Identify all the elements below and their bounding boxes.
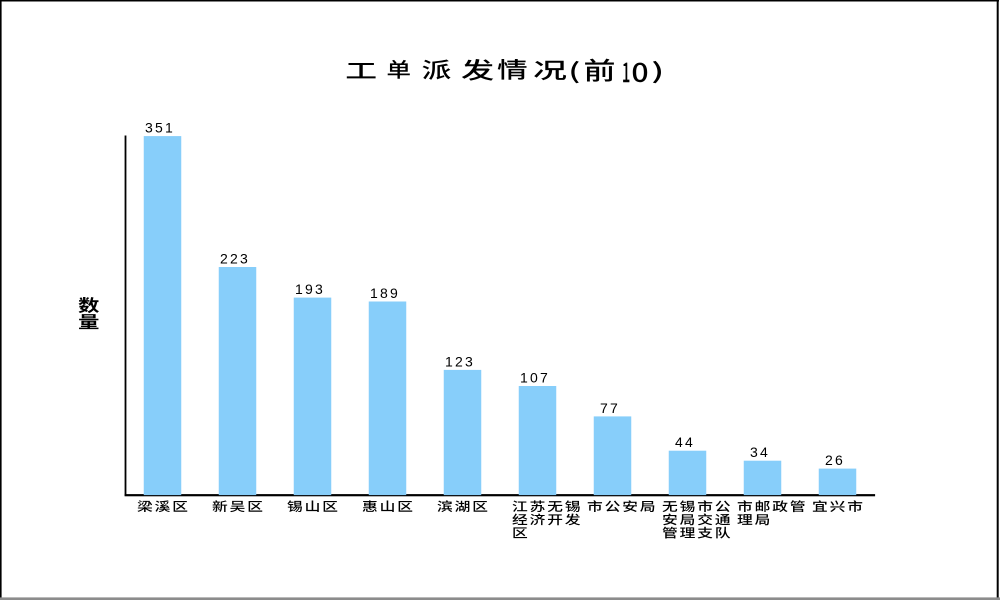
- svg-text:351: 351: [145, 120, 175, 136]
- svg-text:193: 193: [295, 281, 325, 297]
- svg-text:223: 223: [220, 251, 250, 267]
- svg-text:77: 77: [600, 400, 620, 416]
- svg-text:34: 34: [750, 444, 770, 460]
- svg-text:44: 44: [675, 434, 695, 450]
- svg-text:26: 26: [825, 452, 845, 468]
- svg-text:189: 189: [370, 285, 400, 301]
- svg-text:123: 123: [445, 353, 475, 369]
- svg-text:107: 107: [520, 370, 550, 386]
